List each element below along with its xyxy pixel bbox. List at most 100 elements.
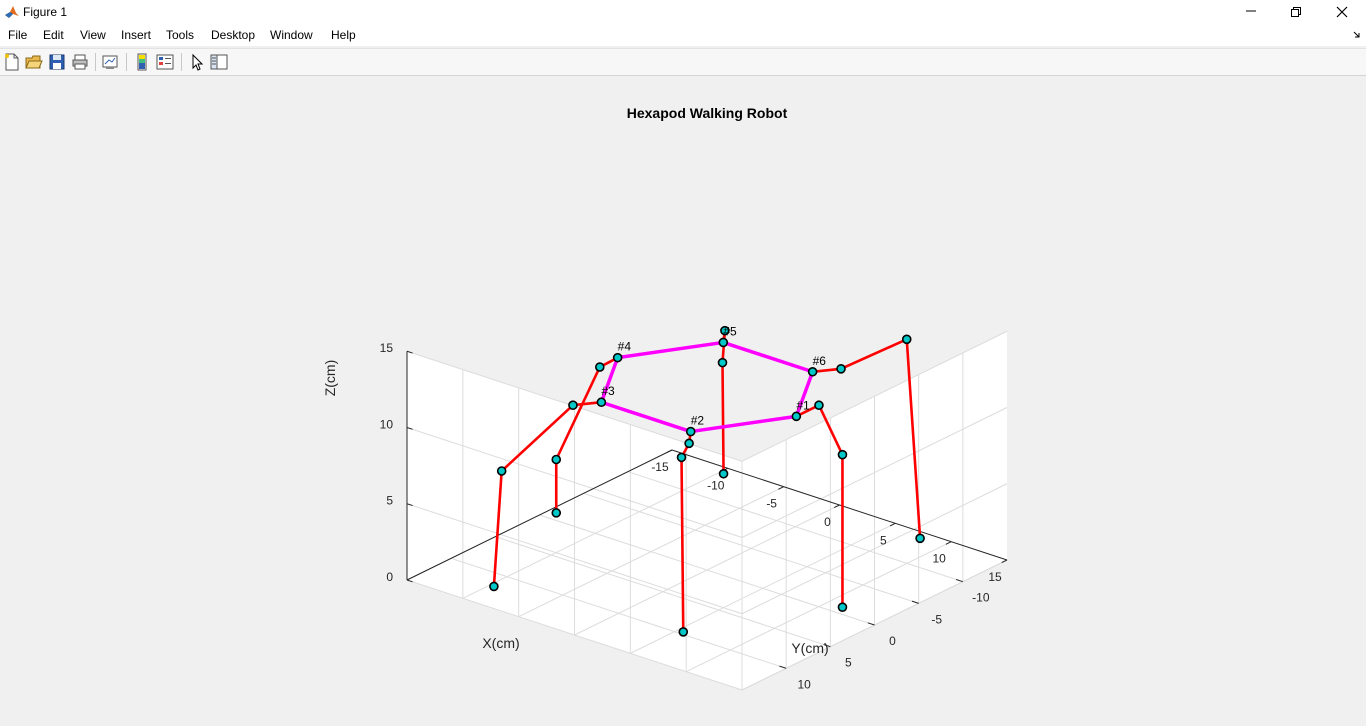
robot-legs	[492, 329, 922, 632]
joint-marker	[791, 411, 802, 422]
z-tick-label: 15	[380, 341, 394, 355]
minimize-button[interactable]	[1228, 0, 1274, 24]
menu-edit[interactable]: Edit	[43, 28, 64, 42]
joint-marker	[717, 357, 728, 368]
body-vertex-label: #6	[813, 354, 827, 368]
joint-marker	[678, 627, 689, 637]
x-tick-mark	[911, 600, 919, 604]
figure-canvas[interactable]: -10 -5 0 5 10 -15 -10 -5 0 5 10 15 0 5 10 15 #1 #2 #3 #4 #5…	[0, 76, 1366, 721]
figure-toolbar	[0, 48, 1366, 76]
grid-line	[406, 579, 743, 691]
y-tick-label: -10	[707, 478, 725, 492]
open-file-icon[interactable]	[25, 53, 43, 71]
grid-line	[406, 503, 743, 615]
x-tick-label: 0	[889, 634, 896, 648]
grid-line	[741, 407, 1008, 538]
x-tick-mark	[823, 643, 831, 648]
z-tick-mark	[406, 579, 413, 583]
body-vertex-label: #1	[796, 398, 810, 412]
joint-marker	[915, 533, 925, 544]
joint-marker	[612, 352, 623, 363]
body-vertex-label: #4	[618, 340, 632, 354]
x-tick-label: 10	[797, 677, 811, 691]
joint-marker	[807, 366, 818, 377]
grid-line	[630, 522, 896, 654]
y-tick-label: 10	[932, 552, 946, 566]
restore-button[interactable]	[1273, 0, 1319, 24]
menu-bar: File Edit View Insert Tools Desktop Wind…	[0, 24, 1366, 46]
joint-marker	[684, 438, 694, 449]
body-labels: #1 #2 #3 #4 #5 #6	[601, 324, 826, 427]
leg-segment	[554, 356, 619, 513]
joint-marker	[551, 508, 562, 518]
joint-marker	[718, 468, 729, 479]
menu-tools[interactable]: Tools	[166, 28, 195, 42]
y-tick-label: 15	[988, 570, 1002, 584]
z-tick-label: 5	[386, 494, 393, 508]
menu-window[interactable]: Window	[270, 28, 313, 42]
menu-file[interactable]: File	[8, 28, 28, 42]
z-tick-mark	[406, 427, 413, 430]
joint-marker	[836, 364, 846, 374]
save-icon[interactable]	[48, 53, 66, 71]
leg-segment	[721, 329, 727, 474]
toolbar-separator	[95, 53, 96, 71]
colorbar-icon[interactable]	[133, 53, 151, 71]
grid-line	[574, 504, 840, 636]
hexapod-3d-axes[interactable]: -10 -5 0 5 10 -15 -10 -5 0 5 10 15 0 5 10 15 #1 #2 #3 #4 #5…	[0, 76, 1366, 721]
z-tick-mark	[406, 503, 413, 507]
x-tick-mark	[955, 578, 963, 583]
joint-marker	[720, 325, 730, 336]
window-titlebar: Figure 1	[0, 0, 1366, 24]
menu-desktop[interactable]: Desktop	[211, 28, 256, 42]
x-tick-mark	[867, 622, 875, 626]
edit-plot-arrow-icon[interactable]	[188, 53, 206, 71]
legend-icon[interactable]	[156, 53, 174, 71]
body-vertex-label: #5	[723, 324, 737, 338]
y-tick-mark	[778, 486, 784, 490]
close-icon	[1336, 6, 1348, 18]
x-tick-label: -5	[931, 612, 942, 626]
body-vertex-label: #3	[601, 384, 615, 398]
toolbar-separator	[126, 53, 127, 71]
joint-marker	[837, 449, 848, 460]
joint-marker	[568, 400, 578, 410]
minimize-icon	[1246, 10, 1256, 12]
print-icon[interactable]	[71, 53, 89, 71]
joint-marker	[496, 466, 507, 476]
property-inspector-icon[interactable]	[210, 53, 228, 71]
close-button[interactable]	[1319, 0, 1365, 24]
menu-view[interactable]: View	[80, 28, 106, 42]
matlab-logo-icon	[4, 4, 20, 20]
y-tick-label: -5	[766, 497, 777, 511]
x-axis-line	[406, 449, 673, 581]
joint-marker	[685, 426, 696, 437]
z-tick-mark	[406, 350, 413, 354]
body-vertex-label: #2	[691, 414, 705, 428]
toolbar-dock-arrow-icon[interactable]	[1353, 30, 1361, 38]
axis-ticks: -10 -5 0 5 10 -15 -10 -5 0 5 10 15 0 5 10 15	[380, 341, 1008, 691]
joint-marker	[596, 397, 607, 408]
grid-line	[741, 330, 1008, 462]
leg-segment	[680, 431, 693, 632]
y-tick-mark	[945, 541, 952, 545]
toolbar-separator	[181, 53, 182, 71]
new-figure-icon[interactable]	[3, 53, 21, 71]
y-tick-mark	[889, 522, 896, 527]
y-tick-mark	[833, 504, 840, 509]
leg-segment	[492, 400, 602, 587]
link-plot-icon[interactable]	[101, 53, 119, 71]
restore-icon	[1291, 7, 1301, 17]
x-tick-label: -10	[972, 591, 990, 605]
menu-insert[interactable]: Insert	[121, 28, 152, 42]
body-hexagon	[599, 340, 815, 434]
grid-line	[406, 427, 743, 538]
y-tick-label: -15	[651, 460, 669, 474]
y-tick-mark	[666, 449, 673, 454]
robot-joints	[489, 325, 925, 637]
leg-segment	[812, 337, 922, 539]
menu-help[interactable]: Help	[331, 28, 356, 42]
y-tick-mark	[1001, 559, 1008, 564]
y-axis-label: Y(cm)	[791, 640, 828, 656]
joint-marker	[837, 602, 848, 612]
